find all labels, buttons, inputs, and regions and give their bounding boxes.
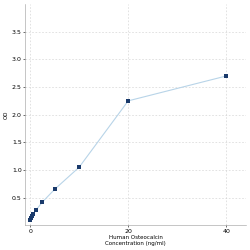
X-axis label: Human Osteocalcin
Concentration (ng/ml): Human Osteocalcin Concentration (ng/ml) — [105, 235, 166, 246]
Point — [29, 216, 33, 220]
Point — [28, 218, 32, 222]
Point — [126, 99, 130, 103]
Point — [34, 208, 38, 212]
Point — [30, 214, 34, 218]
Point — [31, 212, 35, 216]
Point — [40, 200, 44, 204]
Point — [53, 187, 57, 191]
Y-axis label: OD: OD — [4, 110, 9, 119]
Point — [77, 165, 81, 169]
Point — [224, 74, 228, 78]
